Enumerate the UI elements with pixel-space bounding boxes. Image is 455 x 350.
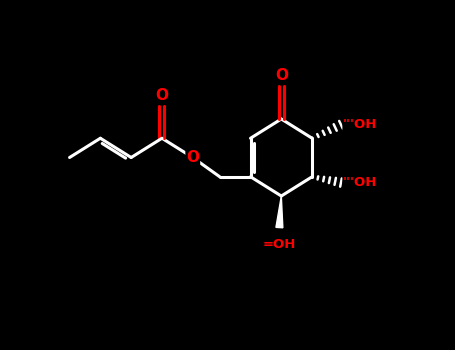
Text: '''OH: '''OH [343,176,377,189]
Text: '''OH: '''OH [343,118,377,131]
Text: =OH: =OH [263,238,296,251]
Text: O: O [186,150,199,165]
Text: O: O [275,68,288,83]
Text: O: O [156,88,168,103]
Polygon shape [276,196,283,228]
